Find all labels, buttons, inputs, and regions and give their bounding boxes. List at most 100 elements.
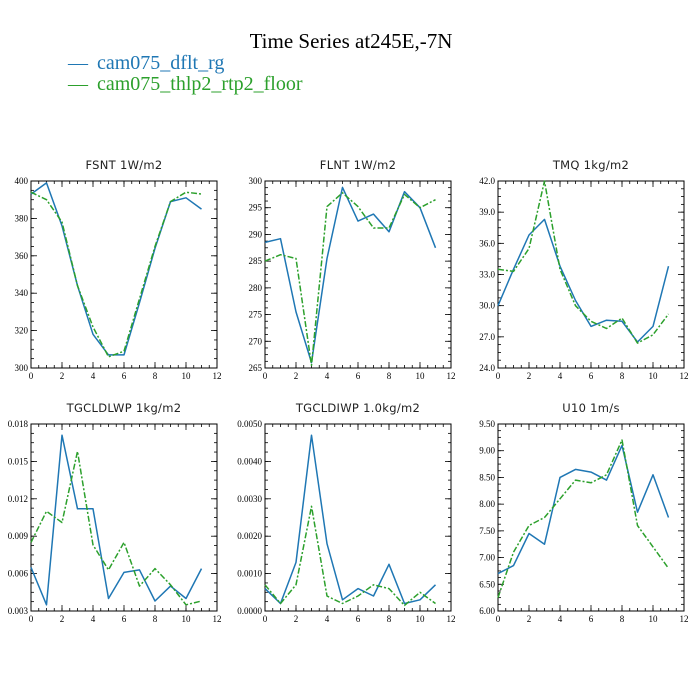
series-line-thlp2-rtp2-floor [264,192,436,367]
series-line-dflt-rg [497,218,670,343]
x-tick-label: 2 [527,371,532,381]
y-tick-label: 33.0 [479,270,495,280]
x-tick-label: 8 [153,371,158,381]
plot-frame [497,180,685,369]
x-tick-label: 8 [153,614,158,624]
x-tick-label: 8 [620,614,625,624]
legend-label: cam075_dflt_rg [97,52,224,74]
y-tick-label: 0.012 [8,494,28,504]
y-tick-label: 0.003 [8,606,29,616]
legend-entry-series-1: — cam075_dflt_rg [67,52,224,74]
plot-frame [264,180,452,369]
y-tick-label: 27.0 [479,332,495,342]
x-tick-label: 10 [649,614,659,624]
x-tick-label: 10 [182,371,192,381]
x-tick-label: 0 [263,371,268,381]
y-tick-label: 30.0 [479,301,495,311]
y-tick-label: 7.00 [479,553,495,563]
y-tick-label: 290 [249,229,263,239]
y-tick-label: 265 [249,363,263,373]
series-line-thlp2-rtp2-floor [264,505,436,607]
panel-title: FLNT 1W/m2 [320,158,396,172]
series-line-thlp2-rtp2-floor [497,439,670,598]
plot-frame [30,423,218,612]
x-tick-label: 10 [416,614,426,624]
panel-5: TGCLDIWP 1.0kg/m2 0 2 4 6 8 10 12 0.0000 0.0010 0.… [237,401,455,624]
series-line-dflt-rg [30,182,202,356]
x-tick-label: 0 [29,371,34,381]
y-tick-label: 275 [249,310,263,320]
y-tick-label: 320 [15,326,29,336]
x-tick-label: 6 [589,614,594,624]
y-tick-label: 0.006 [8,569,29,579]
y-tick-label: 0.0040 [237,456,262,466]
legend-marker: — [67,73,89,95]
x-tick-label: 4 [558,614,563,624]
x-tick-label: 4 [325,371,330,381]
y-tick-label: 24.0 [479,363,495,373]
y-tick-label: 270 [249,336,263,346]
x-tick-label: 12 [213,614,222,624]
legend-label: cam075_thlp2_rtp2_floor [97,73,303,95]
series-line-thlp2-rtp2-floor [497,180,670,344]
panel-2: FLNT 1W/m2 0 2 4 6 8 10 12 265 270 275 280 285 290 295… [249,158,456,381]
y-tick-label: 8.00 [479,499,495,509]
panel-4: TGCLDLWP 1kg/m2 0 2 4 6 8 10 12 0.003 0.006 0.009 0… [8,401,222,624]
y-tick-label: 7.50 [479,526,495,536]
x-tick-label: 6 [356,614,361,624]
x-tick-label: 2 [294,371,299,381]
x-tick-label: 4 [91,371,96,381]
panel-title: TGCLDIWP 1.0kg/m2 [295,401,420,415]
y-tick-label: 9.50 [479,419,495,429]
y-tick-label: 0.015 [8,456,29,466]
x-tick-label: 2 [60,371,65,381]
series-line-dflt-rg [30,434,203,606]
x-tick-label: 2 [60,614,65,624]
series-line-dflt-rg [264,434,437,605]
y-tick-label: 360 [15,251,29,261]
x-tick-label: 4 [91,614,96,624]
figure-title: Time Series at245E,-7N [250,29,453,53]
x-tick-label: 4 [325,614,330,624]
x-tick-label: 12 [447,614,456,624]
x-tick-label: 0 [29,614,34,624]
legend: — cam075_dflt_rg — cam075_thlp2_rtp2_flo… [67,52,303,95]
panel-6: U10 1m/s 0 2 4 6 8 10 12 6.00 6.50 7.00 7.50 8.00 8.5… [479,401,688,624]
series-line-thlp2-rtp2-floor [30,191,202,358]
x-tick-label: 6 [356,371,361,381]
panel-1: FSNT 1W/m2 0 2 4 6 8 10 12 300 320 340 360 380 400 [15,158,222,381]
series-line-dflt-rg [264,186,437,364]
x-tick-label: 12 [213,371,222,381]
panel-title: FSNT 1W/m2 [85,158,162,172]
y-tick-label: 42.0 [479,176,495,186]
plot-frame [497,423,685,612]
y-tick-label: 8.50 [479,472,495,482]
plot-frame [264,423,452,612]
x-tick-label: 2 [527,614,532,624]
y-tick-label: 380 [15,213,29,223]
y-tick-label: 36.0 [479,238,495,248]
x-tick-label: 8 [620,371,625,381]
x-tick-label: 8 [387,614,392,624]
y-tick-label: 0.0050 [237,419,262,429]
panel-grid: FSNT 1W/m20 2 4 6 8 10 12300320340360380400FLN… [8,158,689,624]
x-tick-label: 12 [680,614,689,624]
plot-frame [30,180,218,369]
legend-entry-series-2: — cam075_thlp2_rtp2_floor [67,73,303,95]
x-tick-label: 0 [496,614,501,624]
x-tick-label: 12 [447,371,456,381]
y-tick-label: 0.0010 [237,569,262,579]
x-tick-label: 0 [263,614,268,624]
x-tick-label: 10 [416,371,426,381]
y-tick-label: 39.0 [479,207,495,217]
panel-3: TMQ 1kg/m2 0 2 4 6 8 10 12 24.0 27.0 30.0 33.0 36.0 3… [479,158,688,381]
y-tick-label: 9.00 [479,446,495,456]
x-tick-label: 2 [294,614,299,624]
x-tick-label: 4 [558,371,563,381]
x-tick-label: 6 [122,614,127,624]
y-tick-label: 300 [249,176,263,186]
y-tick-label: 0.0000 [237,606,262,616]
series-line-thlp2-rtp2-floor [30,450,202,606]
y-tick-label: 400 [15,176,29,186]
